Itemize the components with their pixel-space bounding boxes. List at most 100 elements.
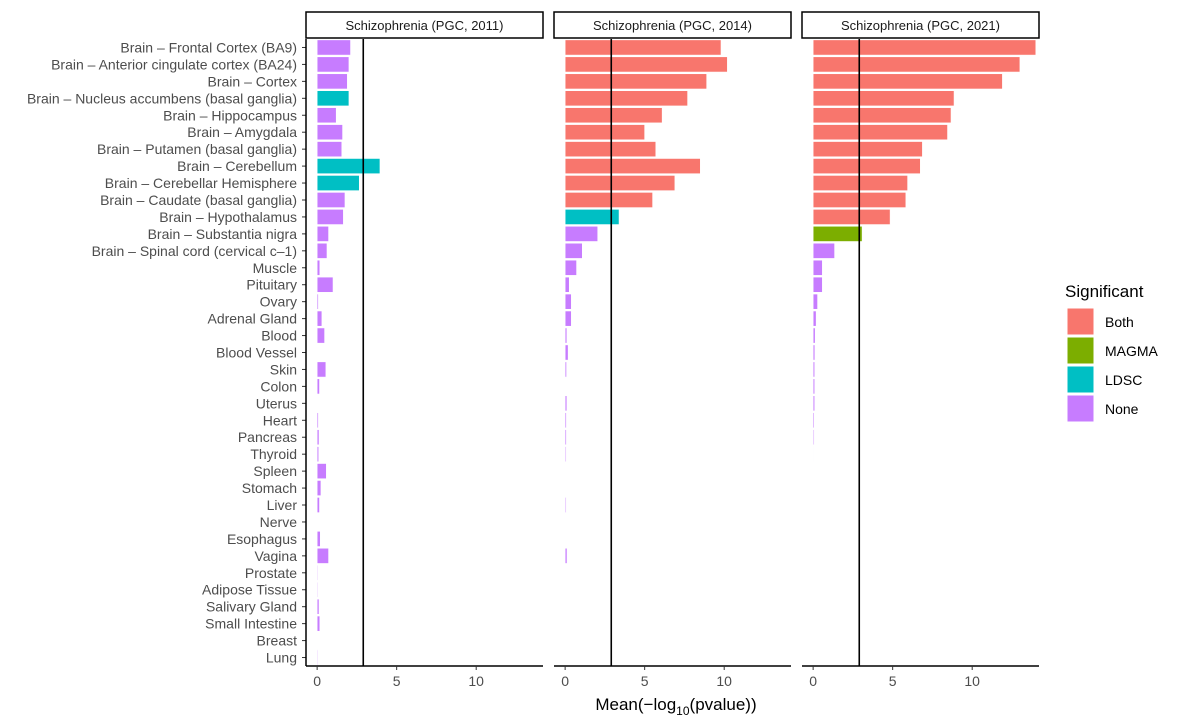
bar — [564, 395, 568, 412]
bar — [564, 107, 663, 124]
bar — [812, 429, 815, 446]
bar — [564, 361, 567, 378]
bar — [316, 141, 343, 158]
bar — [316, 446, 320, 463]
bar — [564, 514, 567, 530]
x-tick-label: 0 — [809, 673, 817, 689]
facet-strip — [801, 11, 1040, 39]
bar — [564, 412, 567, 429]
bar — [316, 564, 319, 581]
y-tick-label: Uterus — [256, 395, 297, 411]
bar — [564, 327, 568, 344]
bar — [316, 327, 325, 344]
y-tick-label: Prostate — [245, 565, 297, 581]
facet-title: Schizophrenia (PGC, 2011) — [345, 18, 503, 33]
bar — [564, 632, 567, 649]
bar — [564, 581, 567, 598]
bar — [316, 412, 319, 429]
bar — [812, 327, 816, 344]
x-axis-title: Mean(−log10(pvalue)) — [595, 695, 756, 718]
y-tick-label: Breast — [257, 633, 298, 649]
facet-strip — [553, 11, 792, 39]
bar — [316, 192, 346, 208]
bar — [812, 293, 818, 310]
bar — [316, 581, 319, 598]
bar — [812, 632, 815, 649]
y-tick-label: Stomach — [242, 480, 297, 496]
bar — [316, 225, 329, 242]
bar — [564, 615, 567, 632]
bar — [812, 90, 955, 107]
bar — [316, 259, 321, 276]
bar — [564, 209, 620, 225]
bar — [316, 344, 319, 361]
y-tick-label: Brain – Cerebellum — [177, 158, 297, 174]
bar — [316, 361, 327, 378]
legend-key — [1066, 336, 1095, 365]
bar — [564, 310, 572, 327]
y-tick-label: Brain – Substantia nigra — [148, 226, 298, 242]
y-tick-label: Adrenal Gland — [207, 311, 297, 327]
facet-panel: Schizophrenia (PGC, 2014) 0 5 10 — [553, 11, 792, 689]
bar — [812, 446, 815, 463]
bar — [316, 497, 320, 513]
x-tick-label: 10 — [716, 673, 732, 689]
legend-label: LDSC — [1105, 372, 1142, 388]
bar — [564, 192, 653, 208]
y-tick-label: Brain – Amygdala — [187, 124, 297, 140]
legend-title: Significant — [1065, 282, 1144, 301]
bar — [316, 514, 319, 530]
legend-key — [1066, 394, 1095, 423]
bar — [316, 429, 320, 446]
y-tick-label: Pancreas — [238, 429, 297, 445]
y-tick-label: Blood — [261, 328, 297, 344]
y-tick-label: Brain – Hippocampus — [163, 107, 297, 123]
y-tick-label: Salivary Gland — [206, 599, 297, 615]
bar — [316, 632, 319, 649]
bar — [316, 378, 320, 395]
bar — [316, 649, 319, 666]
bar — [564, 242, 583, 259]
bar — [812, 615, 815, 632]
y-tick-label: Muscle — [253, 260, 298, 276]
bar — [812, 242, 835, 259]
bar — [812, 141, 923, 158]
x-tick-label: 10 — [468, 673, 484, 689]
legend-key — [1066, 365, 1095, 394]
bar — [564, 276, 570, 293]
facet-strip — [305, 11, 544, 39]
legend-label: None — [1105, 401, 1139, 417]
bar — [812, 209, 891, 225]
bar — [812, 497, 815, 513]
y-tick-label: Adipose Tissue — [202, 582, 297, 598]
bar — [564, 463, 567, 480]
x-tick-label: 10 — [964, 673, 980, 689]
bar — [812, 564, 815, 581]
x-axis-title-post: (pvalue)) — [690, 695, 757, 714]
y-tick-label: Ovary — [260, 294, 297, 310]
bar — [316, 90, 350, 107]
y-tick-label: Brain – Caudate (basal ganglia) — [100, 192, 297, 208]
x-axis-title-pre: Mean(−log — [595, 695, 676, 714]
bar — [564, 56, 728, 73]
y-tick-label: Spleen — [253, 463, 297, 479]
x-tick-label: 5 — [889, 673, 897, 689]
bar — [564, 175, 676, 191]
y-tick-label: Brain – Anterior cingulate cortex (BA24) — [51, 56, 297, 72]
bar — [316, 395, 319, 412]
y-tick-label: Brain – Frontal Cortex (BA9) — [120, 39, 297, 55]
bar — [564, 480, 567, 496]
bar — [812, 259, 823, 276]
y-axis-labels: Brain – Frontal Cortex (BA9)Brain – Ante… — [27, 39, 306, 666]
bar — [564, 564, 567, 581]
facet-title: Schizophrenia (PGC, 2021) — [841, 18, 1000, 33]
bar — [812, 225, 863, 242]
bar — [564, 158, 701, 175]
bar — [564, 530, 567, 547]
bar — [812, 598, 815, 615]
bar — [316, 158, 381, 175]
bar — [316, 209, 344, 225]
y-tick-label: Blood Vessel — [216, 345, 297, 361]
legend-label: MAGMA — [1105, 343, 1159, 359]
